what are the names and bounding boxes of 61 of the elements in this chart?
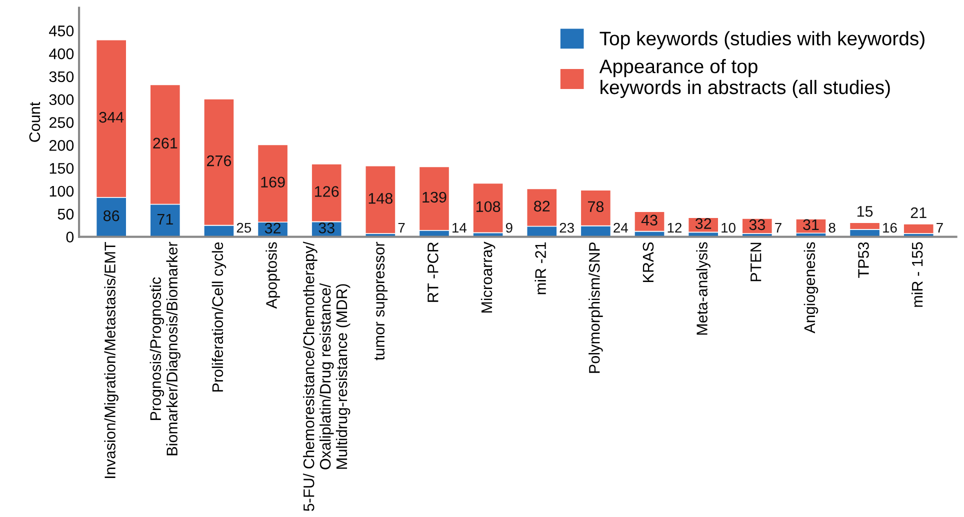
data-label: 86 [104,210,120,222]
data-label: 33 [749,219,765,230]
y-tick-label: 50 [58,208,74,220]
data-label: 23 [560,222,574,233]
data-label: 139 [422,192,446,203]
x-tick-label: Proliferation/Cell cycle [212,242,226,392]
data-label: 78 [588,201,604,212]
y-tick-label: 0 [66,232,74,242]
x-tick-label: TP53 [858,242,869,278]
y-tick-label: 200 [49,140,74,151]
data-label: 276 [207,155,232,166]
data-label: 82 [534,200,550,212]
x-tick-label: PTEN [750,242,762,282]
y-tick-label: 400 [49,48,74,60]
data-label: 32 [264,222,281,234]
y-tick-label: 250 [49,117,74,128]
data-label: 33 [318,222,334,234]
x-tick-label: tumor suppressor [374,242,388,360]
data-label: 7 [398,222,405,233]
x-tick-label: RT -PCR [428,242,438,302]
x-tick-label: Angiogenesis [804,242,818,334]
data-label: 7 [775,222,782,233]
data-label: 126 [315,186,339,197]
data-label: 8 [828,222,836,233]
y-tick-label: 300 [49,94,74,106]
x-tick-label: miR -21 [534,242,546,294]
data-label: 24 [614,222,628,233]
data-label: 9 [506,222,512,233]
y-tick-label: 450 [49,26,74,36]
y-axis-title: Count [29,102,40,142]
x-tick-label: 5-FU/ Chemoresistance/Chemotherapy/ Oxaliplatin/Drug resistance/ Multidrug-resistance (MDR) [303,242,350,512]
data-label: 10 [722,222,736,233]
data-label: 108 [476,201,500,212]
x-tick-label: miR - 155 [911,242,923,307]
data-label: 12 [668,222,682,233]
x-tick-label: Apoptosis [266,242,280,309]
data-label: 71 [157,214,173,224]
data-label: 32 [695,218,712,229]
data-label: 16 [883,222,897,233]
x-tick-label: Microarray [480,242,496,313]
y-tick-label: 100 [50,186,74,197]
y-tick-label: 150 [50,162,74,174]
data-label: 31 [803,219,819,230]
data-label: 14 [452,222,467,233]
data-label: 21 [910,207,926,218]
x-tick-label: Meta-analysis [696,242,710,335]
data-label: 7 [936,222,943,233]
x-tick-label: Polymorphism/SNP [588,242,603,373]
x-tick-label: KRAS [642,242,654,282]
data-label: 25 [236,222,252,233]
data-label: 43 [641,214,658,226]
data-label: 15 [857,206,873,217]
x-tick-label: Invasion/Migration/Metastasis/EMT [104,242,118,478]
legend-label: Top keywords (studies with keywords) [600,31,924,50]
data-label: 169 [261,176,285,188]
x-tick-label: Prognosis/Prognostic Biomarker/Diagnosis/Biomarker [150,242,181,456]
data-label: 261 [153,138,178,149]
data-label: 148 [368,192,393,204]
data-label: 344 [99,112,124,123]
legend-label: Appearance of top keywords in abstracts (all studies) [599,58,890,98]
y-tick-label: 350 [49,71,74,82]
